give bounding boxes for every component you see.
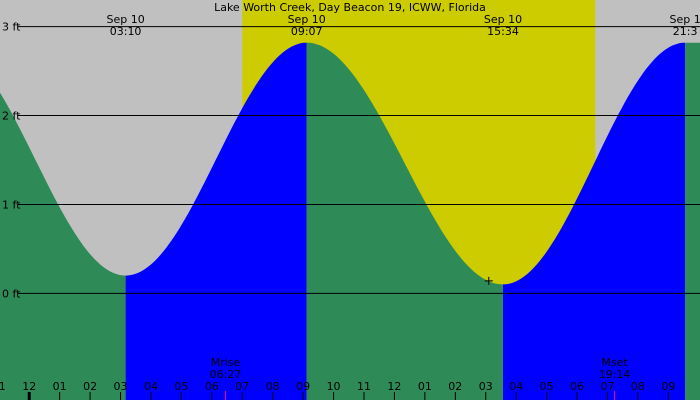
- extreme-time-label: 15:34: [487, 25, 519, 38]
- y-tick-label: 2 ft: [2, 110, 21, 123]
- extreme-date-label: Sep 10: [288, 13, 326, 26]
- extreme-time-label: 21:3: [673, 25, 698, 38]
- hour-tick-label: 11: [357, 380, 371, 393]
- hour-tick-label: 03: [114, 380, 128, 393]
- y-tick-label: 0 ft: [2, 287, 21, 300]
- hour-tick-label: 07: [600, 380, 614, 393]
- tide-areas: [0, 42, 700, 400]
- y-tick-label: 1 ft: [2, 198, 21, 211]
- hour-tick-label: 09: [296, 380, 310, 393]
- x-axis: 11 12 01 02 03 04 05 06 07 08 09 10 11 12 01 02 03 04 05 06…: [0, 380, 675, 400]
- hour-tick-label: 04: [144, 380, 158, 393]
- rising-tide-area: [503, 42, 686, 400]
- extreme-date-label: Sep 10: [106, 13, 144, 26]
- moon-event-time: 06:27: [210, 368, 242, 381]
- falling-tide-area: [685, 42, 700, 400]
- current-marker-group: [484, 276, 493, 285]
- moon-event-label: Mset: [601, 356, 628, 369]
- hour-tick-label: 12: [22, 380, 36, 393]
- hour-tick-label: 05: [540, 380, 554, 393]
- hour-tick-label: 05: [174, 380, 188, 393]
- moon-event-label: Mrise: [211, 356, 241, 369]
- rising-tide-area: [125, 42, 307, 400]
- hour-tick-label: 03: [479, 380, 493, 393]
- hour-tick-label: 02: [448, 380, 462, 393]
- hour-tick-label: 09: [661, 380, 675, 393]
- extreme-date-label: Sep 10: [484, 13, 522, 26]
- chart-title: Lake Worth Creek, Day Beacon 19, ICWW, F…: [214, 1, 486, 14]
- hour-tick-label: 06: [205, 380, 219, 393]
- hour-tick-label: 06: [570, 380, 584, 393]
- hour-tick-label: 08: [266, 380, 280, 393]
- hour-tick-label: 04: [509, 380, 523, 393]
- y-tick-label: 3 ft: [2, 21, 21, 34]
- hour-tick-label: 07: [235, 380, 249, 393]
- falling-tide-area: [0, 92, 126, 400]
- hour-tick-label: 01: [53, 380, 67, 393]
- extreme-time-label: 03:10: [110, 25, 142, 38]
- falling-tide-area: [306, 42, 503, 400]
- y-axis-labels: 3 ft 2 ft 1 ft 0 ft: [2, 21, 21, 301]
- hour-tick-label: 01: [418, 380, 432, 393]
- moon-event-time: 19:14: [599, 368, 631, 381]
- grid-lines: [18, 26, 700, 294]
- extreme-time-label: 09:07: [291, 25, 323, 38]
- hour-tick-label: 10: [327, 380, 341, 393]
- hour-tick-label: 08: [631, 380, 645, 393]
- hour-tick-label: 12: [387, 380, 401, 393]
- hour-tick-label: 11: [0, 380, 6, 393]
- hour-tick-label: 02: [83, 380, 97, 393]
- extreme-date-label: Sep 1: [669, 13, 700, 26]
